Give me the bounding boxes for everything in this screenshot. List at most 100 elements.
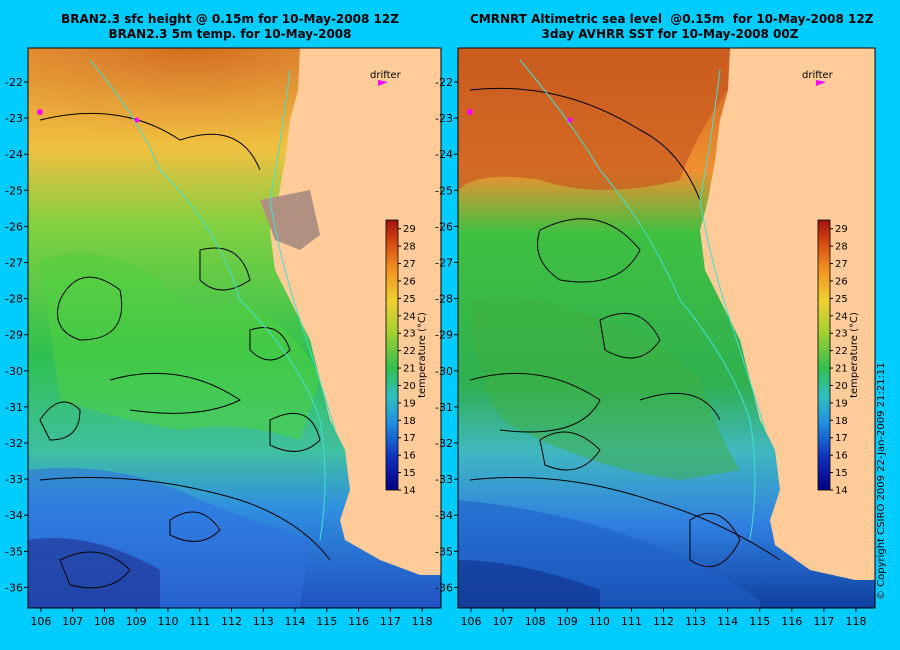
right-lon-tick: 108 <box>525 615 546 628</box>
right-australia-land <box>700 48 875 580</box>
left-warm-water-patch <box>28 48 360 140</box>
left-colorbar-tick: 21 <box>403 364 416 375</box>
right-colorbar-tick: 22 <box>835 346 848 357</box>
left-lat-tick: -35 <box>5 545 23 558</box>
right-colorbar-tick: 28 <box>835 242 848 253</box>
left-lat-tick: -34 <box>5 509 23 522</box>
left-lon-tick: 106 <box>30 615 51 628</box>
right-colorbar-tick: 16 <box>835 451 848 462</box>
left-lat-tick: -36 <box>5 581 23 594</box>
right-lon-tick: 111 <box>621 615 642 628</box>
left-lon-tick: 107 <box>62 615 83 628</box>
left-map-frame <box>27 47 442 609</box>
right-lon-tick: 112 <box>653 615 674 628</box>
left-lon-tick: 118 <box>412 615 433 628</box>
left-lon-tick: 108 <box>94 615 115 628</box>
right-lon-tick: 118 <box>845 615 866 628</box>
left-lat-tick: -23 <box>5 112 23 125</box>
left-colorbar-tick: 27 <box>403 259 416 270</box>
right-lon-tick: 113 <box>685 615 706 628</box>
left-map-panel <box>28 48 441 608</box>
left-lon-tick: 115 <box>316 615 337 628</box>
right-sea-level-contours <box>469 87 781 568</box>
right-drifter-marker <box>816 80 826 86</box>
right-colorbar-tick: 17 <box>835 433 848 444</box>
right-lon-tick: 109 <box>557 615 578 628</box>
left-colorbar-tick: 25 <box>403 294 416 305</box>
left-bathymetry-lines <box>89 59 336 541</box>
right-lat-tick: -25 <box>435 184 453 197</box>
left-lon-tick: 116 <box>348 615 369 628</box>
left-lat-tick: -32 <box>5 437 23 450</box>
left-lat-tick: -31 <box>5 401 23 414</box>
right-lat-tick: -23 <box>435 112 453 125</box>
right-lat-tick: -24 <box>435 148 453 161</box>
left-lat-tick: -24 <box>5 148 23 161</box>
left-colorbar-tick: 28 <box>403 242 416 253</box>
copyright-text: © Copyright CSIRO 2009 22-Jan-2009 21:21… <box>876 362 887 600</box>
right-lon-tick: 115 <box>749 615 770 628</box>
left-lon-tick: 117 <box>380 615 401 628</box>
left-lon-tick: 113 <box>253 615 274 628</box>
left-lat-tick: -22 <box>5 76 23 89</box>
left-axes: 106 107 108 109 110 111 112 113 114 115 116 117 118 -… <box>5 76 433 628</box>
right-lat-tick: -32 <box>435 437 453 450</box>
left-lon-tick: 110 <box>157 615 178 628</box>
left-lat-tick: -27 <box>5 257 23 270</box>
right-lat-tick: -36 <box>435 581 453 594</box>
right-drifter-label: drifter <box>802 70 834 81</box>
right-lat-tick: -35 <box>435 545 453 558</box>
right-colorbar-tick: 29 <box>835 224 848 235</box>
left-drifter-label: drifter <box>370 70 402 81</box>
right-lon-tick: 107 <box>493 615 514 628</box>
left-panel-title: BRAN2.3 sfc height @ 0.15m for 10-May-20… <box>61 12 399 41</box>
right-colorbar-tick: 21 <box>835 364 848 375</box>
right-lon-tick: 106 <box>461 615 482 628</box>
right-colorbar: 14 15 16 17 18 19 20 21 22 23 24 25 26 27 28 29 tempera… <box>817 219 860 497</box>
left-colorbar-tick: 15 <box>403 468 416 479</box>
right-lat-tick: -34 <box>435 509 453 522</box>
left-colorbar-tick: 14 <box>403 486 416 497</box>
left-lat-tick: -26 <box>5 220 23 233</box>
right-axes: 106 107 108 109 110 111 112 113 114 115 116 117 118 -… <box>435 76 866 628</box>
left-lon-tick: 111 <box>189 615 210 628</box>
right-lon-tick: 116 <box>781 615 802 628</box>
left-lon-tick: 114 <box>285 615 306 628</box>
left-colorbar-tick: 20 <box>403 381 416 392</box>
left-lat-tick: -30 <box>5 365 23 378</box>
right-bathymetry-lines <box>519 59 766 541</box>
left-colorbar-tick: 17 <box>403 433 416 444</box>
left-colorbar-tick: 23 <box>403 329 416 340</box>
left-lat-tick: -28 <box>5 293 23 306</box>
left-colorbar-tick: 29 <box>403 224 416 235</box>
left-colorbar-tick: 22 <box>403 346 416 357</box>
left-drifter-marker <box>378 80 388 86</box>
left-colorbar: 14 15 16 17 18 19 20 21 22 23 24 25 26 27 28 29 tempera… <box>385 219 428 497</box>
right-lat-tick: -29 <box>435 329 453 342</box>
left-lat-tick: -33 <box>5 473 23 486</box>
right-lat-tick: -33 <box>435 473 453 486</box>
left-colorbar-tick: 26 <box>403 276 416 287</box>
left-colorbar-tick: 18 <box>403 416 416 427</box>
right-lat-tick: -28 <box>435 293 453 306</box>
right-lon-tick: 117 <box>813 615 834 628</box>
right-colorbar-label: temperature (°C) <box>849 312 860 398</box>
right-colorbar-tick: 14 <box>835 486 848 497</box>
right-map-frame <box>457 47 876 609</box>
left-colorbar-tick: 16 <box>403 451 416 462</box>
right-lat-tick: -31 <box>435 401 453 414</box>
right-colorbar-tick: 26 <box>835 276 848 287</box>
right-map-panel <box>458 48 875 608</box>
right-lat-tick: -30 <box>435 365 453 378</box>
left-colorbar-label: temperature (°C) <box>417 312 428 398</box>
right-colorbar-tick: 15 <box>835 468 848 479</box>
left-colorbar-tick: 19 <box>403 398 416 409</box>
right-colorbar-tick: 25 <box>835 294 848 305</box>
left-lon-tick: 112 <box>221 615 242 628</box>
right-colorbar-tick: 19 <box>835 398 848 409</box>
right-colorbar-tick: 20 <box>835 381 848 392</box>
right-lon-tick: 114 <box>717 615 738 628</box>
right-colorbar-tick: 24 <box>835 311 848 322</box>
left-colorbar-tick: 24 <box>403 311 416 322</box>
